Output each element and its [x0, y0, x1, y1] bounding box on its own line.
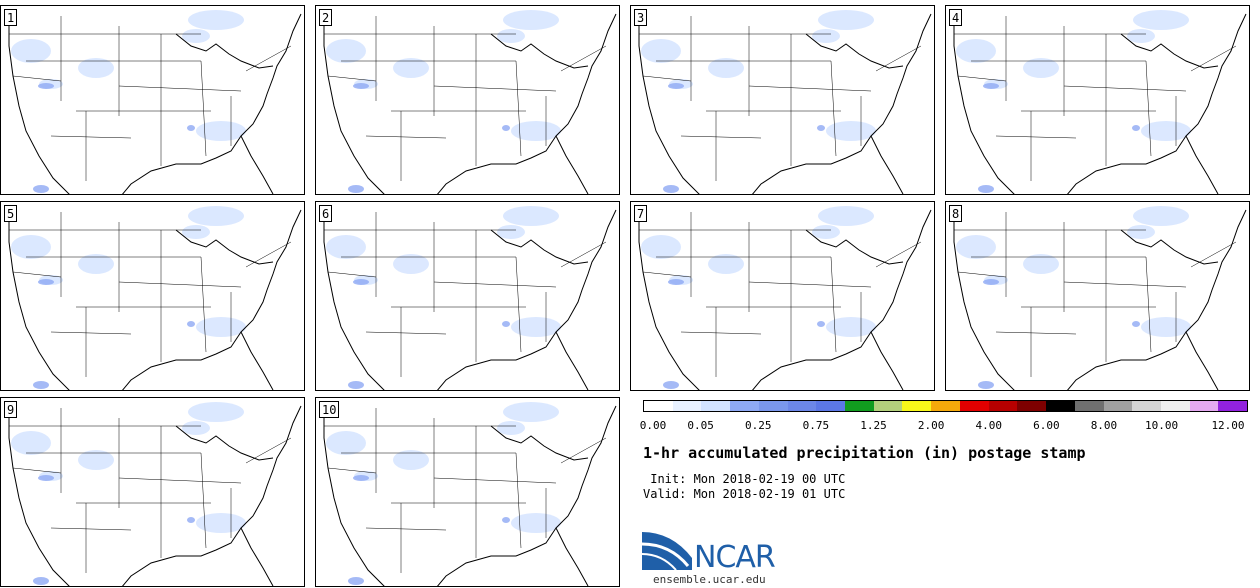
us-map [953, 205, 1247, 390]
us-map [323, 9, 617, 194]
map-panel-10: 10 [315, 397, 620, 587]
map-panel-8: 8 [945, 201, 1250, 391]
colorbar-segment [758, 401, 788, 411]
map-panel-3: 3 [630, 5, 935, 195]
map-panel-5: 5 [0, 201, 305, 391]
colorbar-segment [1132, 401, 1161, 411]
colorbar-tick-label: 0.00 [639, 419, 667, 432]
us-map [8, 205, 302, 390]
map-panel-1: 1 [0, 5, 305, 195]
panel-label: 4 [949, 9, 963, 26]
colorbar-segment [988, 401, 1018, 411]
colorbar-segment [1218, 401, 1248, 411]
colorbar-segment [701, 401, 731, 411]
colorbar-segment [845, 401, 874, 411]
colorbar-segment [1046, 401, 1075, 411]
colorbar-segment [1189, 401, 1219, 411]
colorbar-segment [931, 401, 960, 411]
colorbar-segment [1074, 401, 1104, 411]
colorbar-tick-label: 12.00 [1211, 419, 1245, 432]
panel-label: 1 [4, 9, 18, 26]
map-panel-6: 6 [315, 201, 620, 391]
panel-label: 7 [634, 205, 648, 222]
ncar-logo-icon [642, 532, 692, 570]
us-map [638, 205, 932, 390]
colorbar-segment [730, 401, 759, 411]
logo-text: NCAR [694, 540, 776, 575]
us-map [638, 9, 932, 194]
panel-label: 6 [319, 205, 333, 222]
panel-label: 9 [4, 401, 18, 418]
colorbar-tick-label: 1.25 [860, 419, 887, 432]
map-panel-4: 4 [945, 5, 1250, 195]
colorbar-segment [787, 401, 817, 411]
us-map [323, 401, 617, 586]
panel-label: 3 [634, 9, 648, 26]
chart-title: 1-hr accumulated precipitation (in) post… [643, 444, 1086, 462]
panel-label: 8 [949, 205, 963, 222]
us-map [8, 9, 302, 194]
colorbar [643, 400, 1248, 412]
colorbar-tick-label: 0.05 [687, 419, 714, 432]
map-panel-7: 7 [630, 201, 935, 391]
colorbar-tick-label: 0.75 [802, 419, 830, 432]
valid-time: Valid: Mon 2018-02-19 01 UTC [643, 487, 846, 501]
init-time: Init: Mon 2018-02-19 00 UTC [643, 472, 846, 486]
us-map [323, 205, 617, 390]
colorbar-tick-label: 2.00 [917, 419, 945, 432]
colorbar-segment [1103, 401, 1133, 411]
panel-label: 10 [319, 401, 340, 418]
site-url: ensemble.ucar.edu [653, 573, 766, 586]
colorbar-segment [873, 401, 903, 411]
colorbar-segment [816, 401, 846, 411]
colorbar-tick-label: 4.00 [975, 419, 1002, 432]
colorbar-segment [1017, 401, 1047, 411]
us-map [8, 401, 302, 586]
colorbar-segment [902, 401, 932, 411]
colorbar-segment [644, 401, 673, 411]
panel-label: 5 [4, 205, 18, 222]
us-map [953, 9, 1247, 194]
colorbar-segment [959, 401, 989, 411]
map-panel-2: 2 [315, 5, 620, 195]
panel-label: 2 [319, 9, 333, 26]
map-panel-9: 9 [0, 397, 305, 587]
colorbar-tick-label: 6.00 [1033, 419, 1060, 432]
colorbar-segment [1160, 401, 1190, 411]
colorbar-tick-label: 0.25 [744, 419, 772, 432]
colorbar-tick-label: 8.00 [1090, 419, 1118, 432]
colorbar-segment [672, 401, 702, 411]
colorbar-tick-label: 10.00 [1145, 419, 1179, 432]
